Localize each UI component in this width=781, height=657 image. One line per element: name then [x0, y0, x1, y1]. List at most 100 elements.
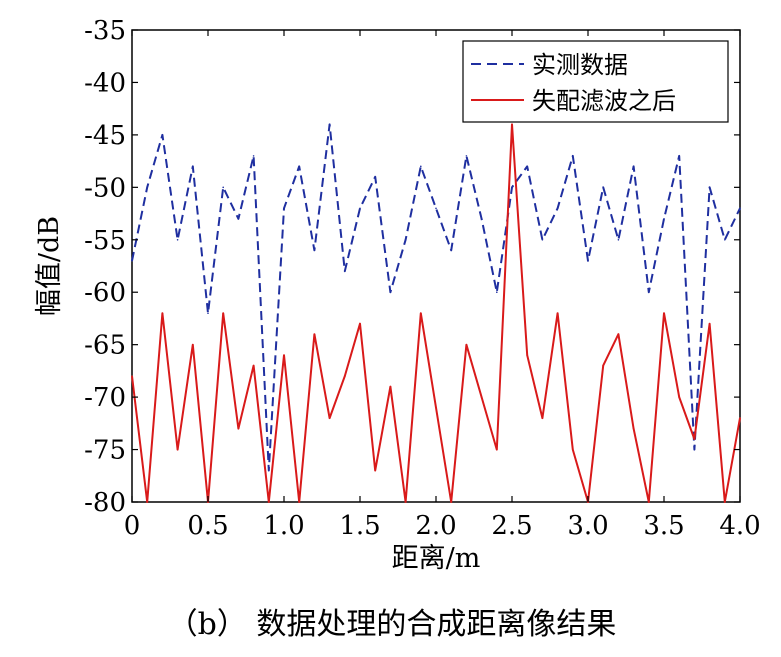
data-point — [663, 312, 665, 315]
data-point — [359, 322, 361, 325]
data-point — [420, 312, 422, 315]
x-tick-label: 1.5 — [339, 511, 380, 541]
x-tick-label: 0.5 — [187, 511, 228, 541]
data-point — [161, 312, 164, 315]
tick-layer: 0 0.5 1.0 1.5 2.0 2.5 3.0 3.5 4.0 -35 -40 -45 -50 -55… — [84, 16, 761, 541]
data-point — [450, 249, 453, 252]
x-axis-title: 距离/m — [392, 543, 481, 574]
y-tick-label: -40 — [84, 68, 126, 98]
data-point — [511, 186, 513, 189]
data-point — [283, 354, 285, 356]
data-point — [739, 417, 741, 419]
data-point — [572, 448, 574, 451]
x-tick-label: 3.5 — [643, 511, 684, 541]
data-point — [161, 134, 164, 136]
data-point — [146, 186, 148, 189]
data-point — [420, 165, 422, 168]
data-point — [724, 238, 726, 241]
data-point — [237, 427, 240, 430]
data-point — [252, 155, 255, 157]
legend: 实测数据 失配滤波之后 — [462, 40, 729, 123]
y-tick-label: -55 — [84, 226, 126, 256]
data-point — [480, 218, 483, 220]
x-tick-label: 1.0 — [263, 511, 304, 541]
data-point — [526, 165, 528, 168]
data-point — [268, 501, 270, 503]
data-point — [344, 270, 346, 273]
data-point — [587, 259, 589, 262]
data-point — [541, 417, 544, 419]
series-layer — [131, 123, 741, 503]
data-point — [648, 291, 650, 294]
data-point — [176, 238, 179, 241]
y-tick-label: -70 — [84, 383, 126, 413]
data-point — [389, 385, 392, 388]
data-point — [632, 427, 635, 430]
y-tick-label: -80 — [84, 488, 126, 518]
y-tick-label: -45 — [84, 121, 126, 151]
data-point — [693, 448, 696, 451]
x-tick-label: 2.0 — [415, 511, 456, 541]
data-point — [480, 396, 483, 398]
data-point — [374, 176, 377, 178]
legend-label-filtered: 失配滤波之后 — [532, 87, 676, 115]
data-point — [739, 207, 741, 210]
x-tick-label: 2.5 — [491, 511, 532, 541]
data-point — [648, 501, 650, 503]
data-point — [602, 186, 604, 189]
data-point — [207, 312, 209, 315]
data-point — [632, 165, 635, 168]
data-point — [678, 396, 680, 398]
data-point — [328, 417, 331, 419]
data-point — [465, 155, 468, 157]
data-point — [146, 501, 148, 503]
data-point — [435, 406, 437, 409]
y-tick-label: -75 — [84, 436, 126, 466]
data-point — [192, 343, 194, 346]
data-point — [313, 249, 316, 252]
data-point — [556, 207, 559, 210]
data-point — [496, 448, 498, 451]
data-point — [526, 354, 528, 356]
data-point — [724, 501, 726, 503]
data-point — [678, 155, 680, 157]
data-point — [708, 322, 711, 325]
data-point — [252, 364, 255, 367]
y-tick-label: -35 — [84, 16, 126, 46]
data-point — [268, 469, 270, 472]
data-point — [131, 375, 133, 377]
y-tick-label: -60 — [84, 278, 126, 308]
data-point — [556, 312, 559, 315]
data-point — [313, 333, 316, 335]
data-point — [511, 123, 513, 126]
data-point — [693, 438, 696, 440]
figure-caption: （b） 数据处理的合成距离像结果 — [168, 607, 617, 642]
legend-box — [462, 40, 729, 123]
data-point — [496, 291, 498, 294]
data-point — [359, 207, 361, 210]
data-point — [192, 165, 194, 168]
data-point — [328, 123, 331, 126]
data-point — [298, 501, 301, 503]
x-tick-label: 4.0 — [719, 511, 760, 541]
x-tick-label: 3.0 — [567, 511, 608, 541]
data-point — [541, 238, 544, 241]
data-point — [602, 364, 604, 367]
y-axis-title: 幅值/dB — [34, 216, 65, 316]
data-point — [404, 238, 407, 241]
data-point — [450, 501, 453, 503]
y-tick-label: -65 — [84, 331, 126, 361]
data-point — [222, 312, 224, 315]
data-point — [298, 165, 301, 168]
data-point — [374, 469, 377, 472]
data-point — [222, 186, 224, 189]
data-point — [465, 343, 468, 346]
data-point — [283, 207, 285, 210]
measured-data-line — [131, 123, 741, 472]
data-point — [131, 259, 133, 262]
y-tick-label: -50 — [84, 173, 126, 203]
data-point — [344, 375, 346, 377]
data-point — [435, 207, 437, 210]
data-point — [708, 186, 711, 189]
